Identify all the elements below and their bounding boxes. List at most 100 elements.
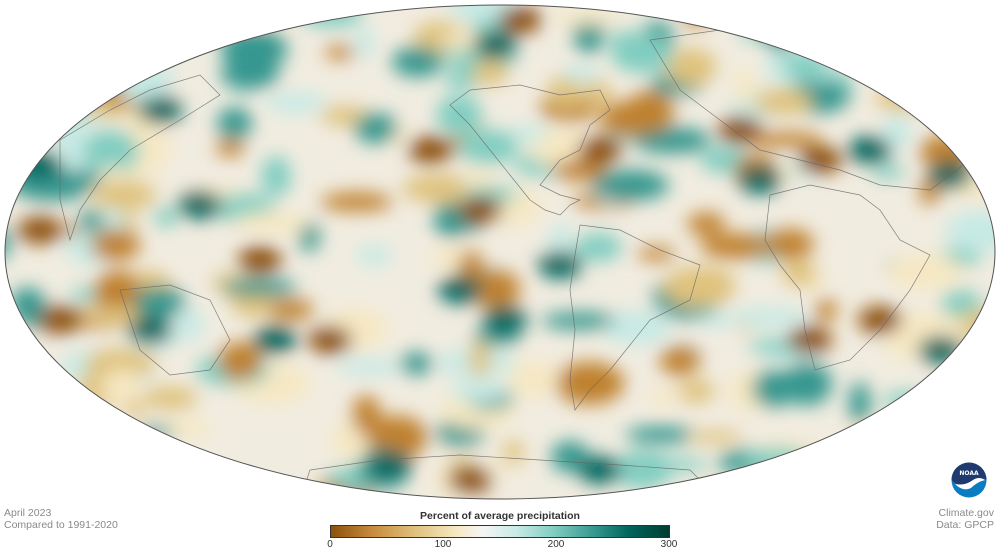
anomaly-patch <box>142 66 177 83</box>
anomaly-patch <box>815 460 866 494</box>
data-label: Data: GPCP <box>936 519 994 531</box>
anomaly-patch <box>586 80 612 113</box>
antarctica-outline <box>299 454 721 499</box>
anomaly-patch <box>82 130 140 171</box>
anomaly-patch <box>105 426 143 443</box>
anomaly-patch <box>648 387 678 405</box>
anomaly-patch <box>261 155 291 198</box>
anomaly-patch <box>811 5 888 26</box>
anomaly-patch <box>43 449 117 477</box>
north-america-outline <box>449 84 611 216</box>
anomaly-patch <box>469 269 521 309</box>
anomaly-patch <box>562 65 599 84</box>
anomaly-patch <box>336 357 403 376</box>
anomaly-patch <box>75 167 104 185</box>
anomaly-patch <box>64 34 88 75</box>
anomaly-patch <box>324 45 356 60</box>
anomaly-patch <box>95 428 146 470</box>
anomaly-patch <box>881 114 911 150</box>
anomaly-patch <box>742 448 811 472</box>
anomaly-patch <box>731 307 809 328</box>
anomaly-patch <box>753 88 813 116</box>
anomaly-patch <box>45 104 97 118</box>
colorbar-tick-0: 0 <box>327 539 333 550</box>
anomaly-patch <box>919 472 951 498</box>
anomaly-patch <box>883 40 917 65</box>
anomaly-patch <box>686 212 726 236</box>
anomaly-patch <box>887 254 964 290</box>
anomaly-patch <box>308 326 352 354</box>
anomaly-patch <box>625 426 696 444</box>
anomaly-patch <box>798 484 841 499</box>
anomaly-patch <box>18 216 62 244</box>
anomaly-patch <box>632 127 712 154</box>
anomaly-patch <box>975 89 995 131</box>
anomaly-patch <box>919 179 940 205</box>
anomaly-patch <box>91 180 157 210</box>
anomaly-patch <box>547 74 586 109</box>
noaa-logo-icon: NOAA <box>951 462 987 498</box>
anomaly-patch <box>154 207 179 227</box>
anomaly-patch <box>538 251 582 279</box>
anomaly-patch <box>402 174 477 204</box>
anomaly-patch <box>71 5 138 27</box>
anomaly-patch <box>552 159 607 181</box>
anomaly-patch <box>592 169 669 201</box>
anomaly-patch <box>918 336 962 364</box>
anomaly-patch <box>84 348 157 379</box>
anomaly-patch <box>103 208 126 235</box>
anomaly-patch <box>700 484 722 499</box>
anomaly-patch <box>127 5 208 22</box>
anomaly-patch <box>956 366 995 380</box>
anomaly-patch <box>700 233 773 259</box>
anomaly-patch <box>458 129 519 165</box>
anomaly-patch <box>781 361 833 406</box>
colorbar-tick-100: 100 <box>434 539 452 550</box>
anomaly-patch <box>858 306 902 334</box>
anomaly-patch <box>953 71 985 86</box>
anomaly-patch <box>79 25 102 50</box>
anomaly-patch <box>253 326 297 354</box>
anomaly-patch <box>968 6 995 24</box>
anomaly-patch <box>5 85 59 98</box>
anomaly-patch <box>368 451 412 479</box>
anomaly-patch <box>356 245 393 266</box>
anomaly-patch <box>101 369 143 405</box>
anomaly-patch <box>960 28 985 55</box>
anomaly-patch <box>220 27 288 72</box>
anomaly-patch <box>763 10 797 52</box>
anomaly-patch <box>510 124 548 142</box>
anomaly-patch <box>625 90 674 133</box>
anomaly-patch <box>178 191 222 219</box>
anomaly-patch <box>352 394 381 436</box>
anomaly-patch <box>253 5 285 21</box>
anomaly-patch <box>216 139 245 157</box>
anomaly-patch <box>21 13 71 52</box>
anomaly-patch <box>448 466 492 494</box>
anomaly-patch <box>815 298 838 322</box>
footer-right: Climate.gov Data: GPCP <box>936 507 994 531</box>
anomaly-patch <box>471 59 508 86</box>
anomaly-patch <box>718 116 762 144</box>
anomaly-patch <box>751 369 795 408</box>
anomaly-patch <box>788 326 832 354</box>
anomaly-patch <box>63 27 102 41</box>
anomaly-patch <box>265 299 315 321</box>
footer-left: April 2023 Compared to 1991-2020 <box>4 507 118 531</box>
anomaly-patch <box>882 391 931 409</box>
anomaly-patch <box>874 86 941 112</box>
anomaly-patch <box>733 67 755 106</box>
anomaly-patch <box>848 136 892 164</box>
anomaly-patch <box>56 428 101 450</box>
colorbar <box>330 525 670 538</box>
anomaly-patch <box>688 430 743 444</box>
colorbar-tick-300: 300 <box>660 539 678 550</box>
anomaly-patch <box>949 388 983 411</box>
anomaly-patch <box>930 5 970 21</box>
anomaly-patch <box>782 52 829 80</box>
anomaly-patch <box>498 6 542 34</box>
anomaly-patch <box>5 479 22 499</box>
anomaly-patch <box>934 418 995 437</box>
anomaly-patch <box>748 131 824 148</box>
anomaly-patch <box>38 306 82 334</box>
